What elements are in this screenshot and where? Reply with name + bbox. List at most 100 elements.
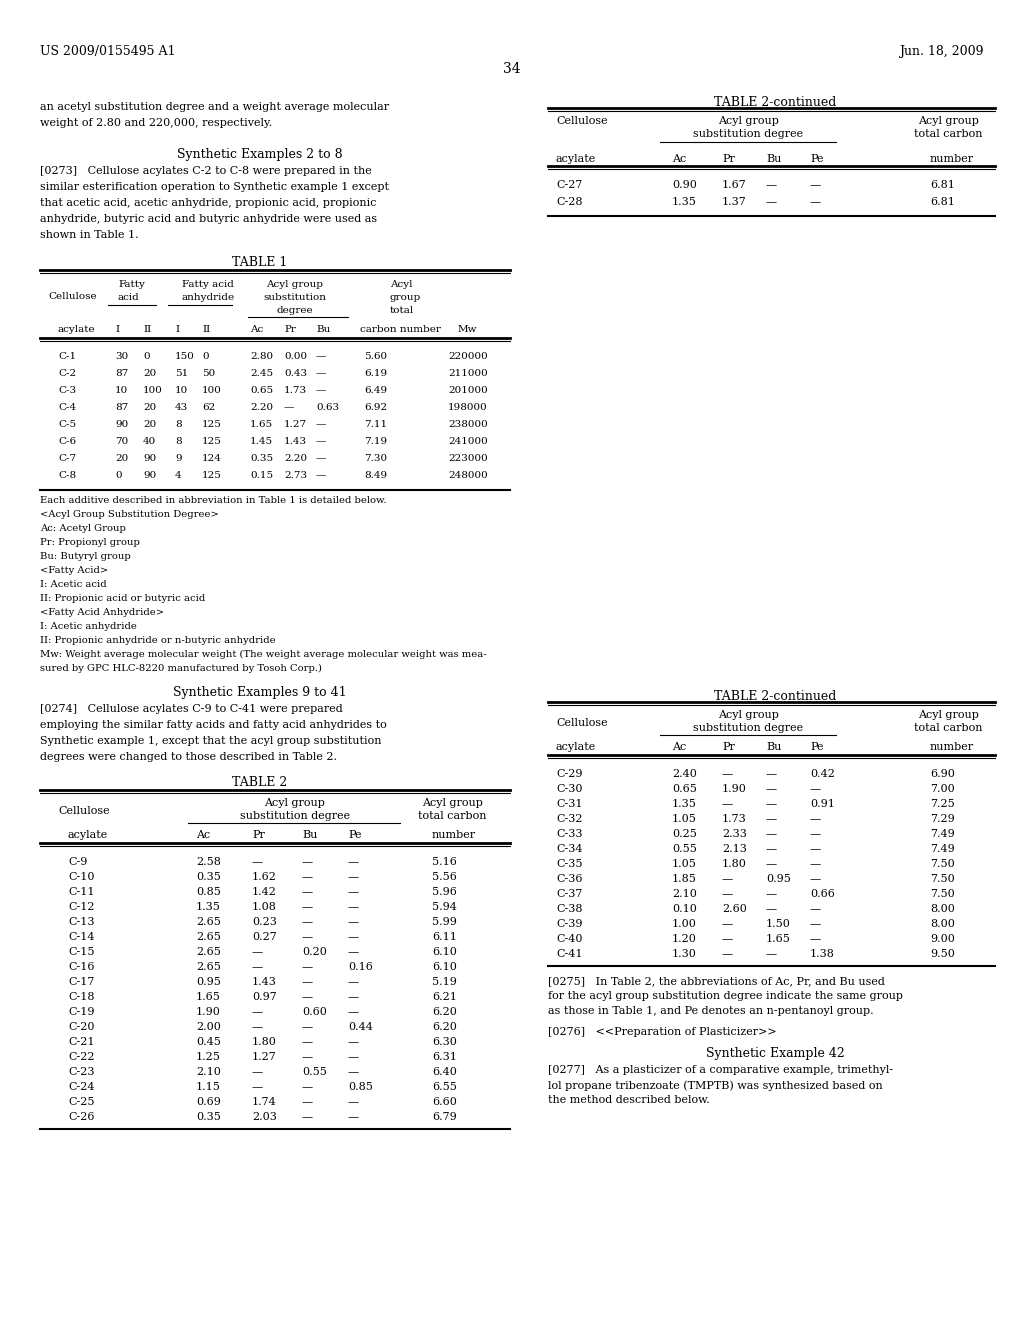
Text: 1.42: 1.42 xyxy=(252,887,276,898)
Text: 2.13: 2.13 xyxy=(722,843,746,854)
Text: —: — xyxy=(810,829,821,840)
Text: Mw: Weight average molecular weight (The weight average molecular weight was mea: Mw: Weight average molecular weight (The… xyxy=(40,649,486,659)
Text: number: number xyxy=(432,830,476,840)
Text: Acyl group: Acyl group xyxy=(718,116,778,125)
Text: —: — xyxy=(722,799,733,809)
Text: 0.55: 0.55 xyxy=(302,1067,327,1077)
Text: 0.85: 0.85 xyxy=(196,887,221,898)
Text: —: — xyxy=(810,843,821,854)
Text: degree: degree xyxy=(276,306,313,315)
Text: 5.99: 5.99 xyxy=(432,917,457,927)
Text: 8: 8 xyxy=(175,420,181,429)
Text: 1.50: 1.50 xyxy=(766,919,791,929)
Text: —: — xyxy=(766,843,777,854)
Text: the method described below.: the method described below. xyxy=(548,1096,710,1105)
Text: 7.49: 7.49 xyxy=(930,843,954,854)
Text: —: — xyxy=(348,917,359,927)
Text: C-24: C-24 xyxy=(68,1082,94,1092)
Text: substitution degree: substitution degree xyxy=(240,810,350,821)
Text: that acetic acid, acetic anhydride, propionic acid, propionic: that acetic acid, acetic anhydride, prop… xyxy=(40,198,377,209)
Text: total: total xyxy=(390,306,415,315)
Text: C-27: C-27 xyxy=(556,180,583,190)
Text: 2.20: 2.20 xyxy=(250,403,273,412)
Text: 201000: 201000 xyxy=(449,385,487,395)
Text: 211000: 211000 xyxy=(449,370,487,378)
Text: 50: 50 xyxy=(202,370,215,378)
Text: —: — xyxy=(810,919,821,929)
Text: —: — xyxy=(722,919,733,929)
Text: 5.60: 5.60 xyxy=(364,352,387,360)
Text: 7.00: 7.00 xyxy=(930,784,954,795)
Text: 0.42: 0.42 xyxy=(810,770,835,779)
Text: 6.10: 6.10 xyxy=(432,962,457,972)
Text: shown in Table 1.: shown in Table 1. xyxy=(40,230,138,240)
Text: —: — xyxy=(722,770,733,779)
Text: Cellulose: Cellulose xyxy=(48,292,96,301)
Text: 100: 100 xyxy=(143,385,163,395)
Text: 1.62: 1.62 xyxy=(252,873,276,882)
Text: anhydride: anhydride xyxy=(182,293,236,302)
Text: 1.25: 1.25 xyxy=(196,1052,221,1063)
Text: 87: 87 xyxy=(115,370,128,378)
Text: Synthetic example 1, except that the acyl group substitution: Synthetic example 1, except that the acy… xyxy=(40,737,382,746)
Text: 0.90: 0.90 xyxy=(672,180,697,190)
Text: 0.63: 0.63 xyxy=(316,403,339,412)
Text: Pr: Pr xyxy=(284,325,296,334)
Text: 150: 150 xyxy=(175,352,195,360)
Text: 1.35: 1.35 xyxy=(672,799,697,809)
Text: —: — xyxy=(348,946,359,957)
Text: Acyl group: Acyl group xyxy=(264,799,326,808)
Text: —: — xyxy=(348,1111,359,1122)
Text: TABLE 2: TABLE 2 xyxy=(232,776,288,789)
Text: Pr: Pr xyxy=(722,154,735,164)
Text: 1.85: 1.85 xyxy=(672,874,697,884)
Text: C-39: C-39 xyxy=(556,919,583,929)
Text: Synthetic Examples 9 to 41: Synthetic Examples 9 to 41 xyxy=(173,686,347,700)
Text: Pe: Pe xyxy=(348,830,361,840)
Text: C-19: C-19 xyxy=(68,1007,94,1016)
Text: C-36: C-36 xyxy=(556,874,583,884)
Text: 1.35: 1.35 xyxy=(672,197,697,207)
Text: 87: 87 xyxy=(115,403,128,412)
Text: C-11: C-11 xyxy=(68,887,94,898)
Text: —: — xyxy=(810,180,821,190)
Text: 1.27: 1.27 xyxy=(252,1052,276,1063)
Text: 0: 0 xyxy=(143,352,150,360)
Text: 2.65: 2.65 xyxy=(196,917,221,927)
Text: 6.10: 6.10 xyxy=(432,946,457,957)
Text: 6.11: 6.11 xyxy=(432,932,457,942)
Text: 62: 62 xyxy=(202,403,215,412)
Text: acylate: acylate xyxy=(68,830,109,840)
Text: substitution degree: substitution degree xyxy=(693,723,803,733)
Text: Ac: Ac xyxy=(250,325,263,334)
Text: C-7: C-7 xyxy=(58,454,76,463)
Text: 1.05: 1.05 xyxy=(672,859,697,869)
Text: 0.10: 0.10 xyxy=(672,904,697,913)
Text: Synthetic Example 42: Synthetic Example 42 xyxy=(706,1047,845,1060)
Text: 0: 0 xyxy=(202,352,209,360)
Text: 5.94: 5.94 xyxy=(432,902,457,912)
Text: —: — xyxy=(252,962,263,972)
Text: Fatty acid: Fatty acid xyxy=(182,280,233,289)
Text: 4: 4 xyxy=(175,471,181,480)
Text: 1.74: 1.74 xyxy=(252,1097,276,1107)
Text: 8.49: 8.49 xyxy=(364,471,387,480)
Text: 2.45: 2.45 xyxy=(250,370,273,378)
Text: II: Propionic acid or butyric acid: II: Propionic acid or butyric acid xyxy=(40,594,205,603)
Text: 2.10: 2.10 xyxy=(672,888,697,899)
Text: Acyl: Acyl xyxy=(390,280,413,289)
Text: 1.43: 1.43 xyxy=(252,977,276,987)
Text: lol propane tribenzoate (TMPTB) was synthesized based on: lol propane tribenzoate (TMPTB) was synt… xyxy=(548,1080,883,1090)
Text: —: — xyxy=(316,471,327,480)
Text: 0.35: 0.35 xyxy=(196,1111,221,1122)
Text: group: group xyxy=(390,293,421,302)
Text: for the acyl group substitution degree indicate the same group: for the acyl group substitution degree i… xyxy=(548,991,903,1001)
Text: Bu: Bu xyxy=(766,154,781,164)
Text: —: — xyxy=(316,352,327,360)
Text: 1.90: 1.90 xyxy=(722,784,746,795)
Text: —: — xyxy=(302,1022,313,1032)
Text: —: — xyxy=(302,1111,313,1122)
Text: 1.67: 1.67 xyxy=(722,180,746,190)
Text: 6.92: 6.92 xyxy=(364,403,387,412)
Text: C-28: C-28 xyxy=(556,197,583,207)
